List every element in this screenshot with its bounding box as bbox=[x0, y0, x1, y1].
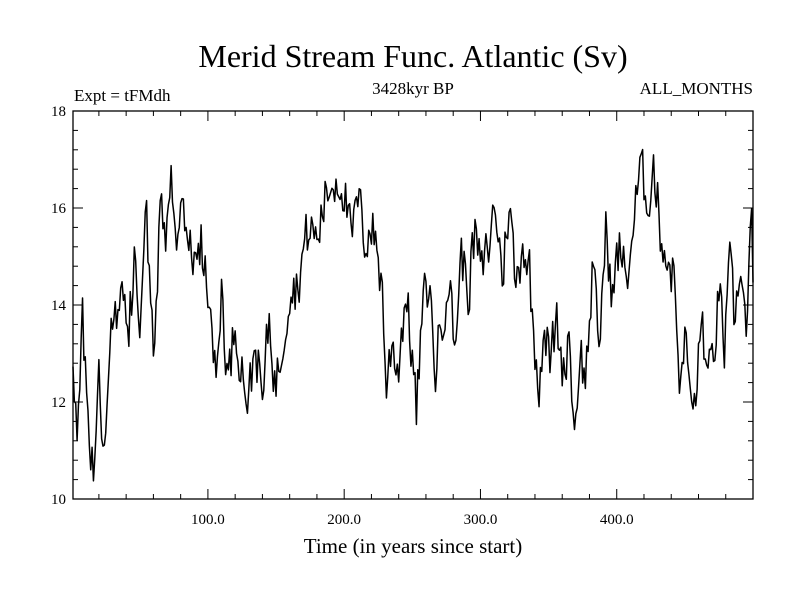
x-tick-label: 300.0 bbox=[464, 512, 498, 528]
series-line bbox=[72, 148, 754, 482]
y-tick-label: 14 bbox=[51, 298, 67, 314]
plot-area bbox=[72, 148, 754, 482]
plot-frame bbox=[72, 110, 754, 500]
y-tick-label: 18 bbox=[51, 104, 66, 120]
x-tick-label: 400.0 bbox=[600, 512, 634, 528]
period-label: 3428kyr BP bbox=[372, 79, 454, 98]
axis-ticks: 10 12 14 16 18 100.0 200.0 300.0 400.0 bbox=[51, 104, 753, 528]
x-tick-label: 200.0 bbox=[327, 512, 361, 528]
months-label: ALL_MONTHS bbox=[640, 79, 753, 98]
y-tick-label: 12 bbox=[51, 395, 66, 411]
y-tick-label: 10 bbox=[51, 492, 66, 508]
y-tick-label: 16 bbox=[51, 201, 67, 217]
x-axis-label: Time (in years since start) bbox=[304, 534, 523, 558]
chart-title: Merid Stream Func. Atlantic (Sv) bbox=[198, 38, 627, 74]
x-tick-label: 100.0 bbox=[191, 512, 225, 528]
experiment-label: Expt = tFMdh bbox=[74, 86, 171, 105]
